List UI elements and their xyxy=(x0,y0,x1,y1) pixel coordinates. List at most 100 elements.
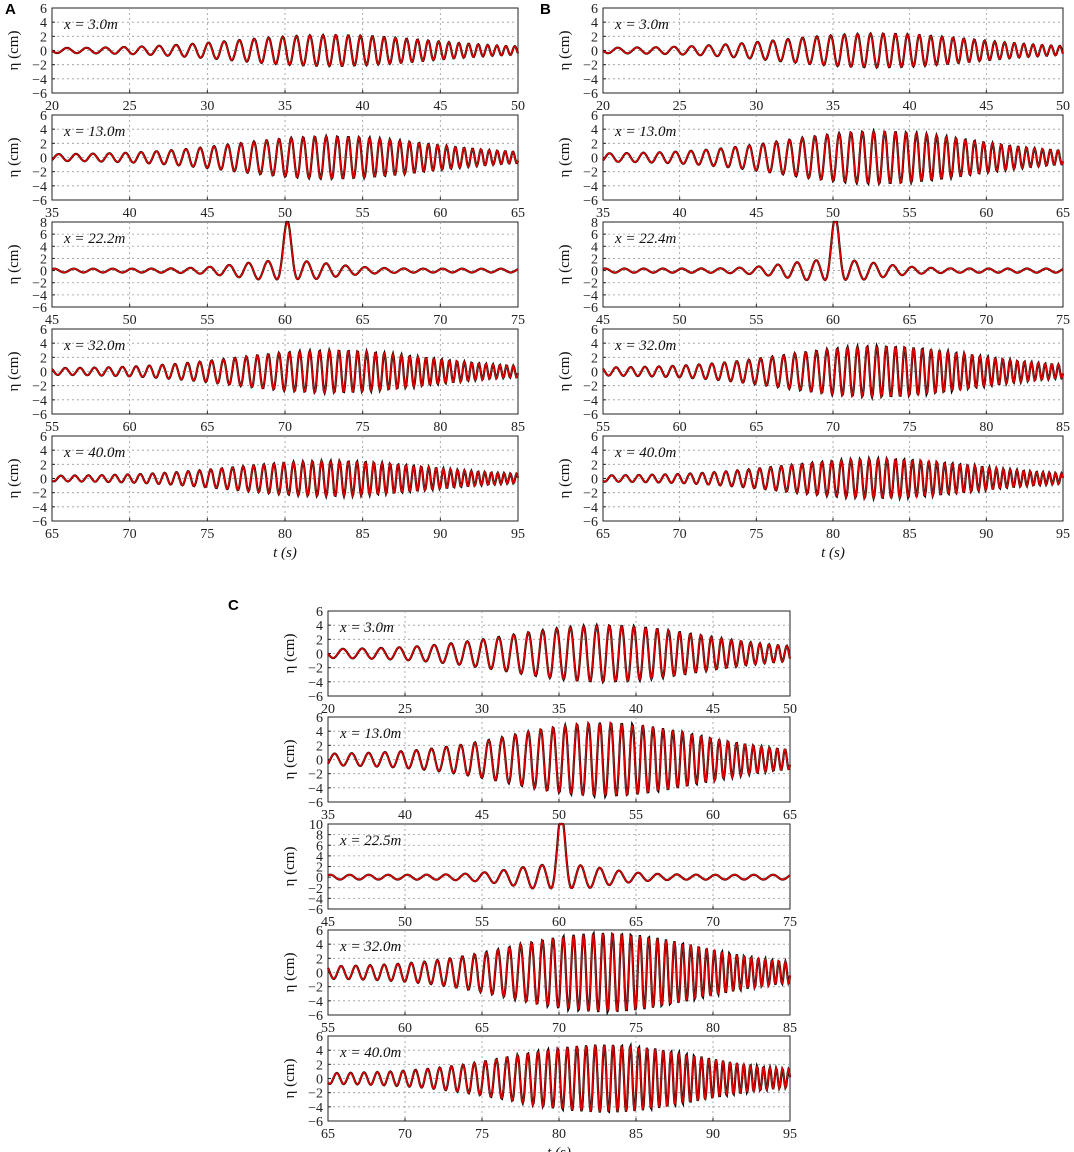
x-tick-label: 30 xyxy=(749,99,763,114)
station-label: x = 32.0m xyxy=(614,338,677,354)
y-tick-label: 2 xyxy=(40,351,47,366)
x-tick-label: 95 xyxy=(511,527,525,542)
x-tick-label: 30 xyxy=(200,99,214,114)
x-tick-label: 90 xyxy=(706,1127,720,1142)
y-tick-label: 2 xyxy=(40,137,47,152)
y-tick-label: 2 xyxy=(316,861,323,876)
x-tick-label: 55 xyxy=(321,1021,335,1036)
y-axis-label: η (cm) xyxy=(557,459,573,499)
y-tick-label: −2 xyxy=(308,662,323,677)
y-tick-label: −6 xyxy=(583,194,598,209)
y-tick-label: −2 xyxy=(583,59,598,74)
y-tick-label: 2 xyxy=(40,252,47,267)
y-tick-label: −4 xyxy=(308,782,323,797)
y-tick-label: 8 xyxy=(40,216,47,231)
x-tick-label: 40 xyxy=(629,702,643,717)
y-tick-label: 0 xyxy=(591,265,598,280)
x-tick-label: 80 xyxy=(979,420,993,435)
series-simulated-line xyxy=(51,220,519,281)
x-tick-label: 60 xyxy=(278,313,292,328)
y-tick-label: 6 xyxy=(316,924,323,939)
x-tick-label: 60 xyxy=(433,206,447,221)
y-tick-label: 6 xyxy=(40,2,47,17)
y-tick-label: 0 xyxy=(40,45,47,60)
y-axis-label: η (cm) xyxy=(6,31,22,71)
y-tick-label: 6 xyxy=(591,228,598,243)
x-tick-label: 85 xyxy=(356,527,370,542)
y-tick-label: −4 xyxy=(32,289,47,304)
y-tick-label: −2 xyxy=(32,277,47,292)
station-label: x = 22.4m xyxy=(614,231,677,247)
y-tick-label: 6 xyxy=(40,430,47,445)
y-tick-label: 6 xyxy=(40,228,47,243)
y-tick-label: 8 xyxy=(316,829,323,844)
x-tick-label: 55 xyxy=(749,313,763,328)
series-simulated-line xyxy=(602,456,1064,501)
y-tick-label: 6 xyxy=(316,711,323,726)
x-tick-label: 60 xyxy=(398,1021,412,1036)
x-tick-label: 75 xyxy=(783,915,797,930)
x-tick-label: 50 xyxy=(1056,99,1070,114)
x-tick-label: 85 xyxy=(903,527,917,542)
x-tick-label: 70 xyxy=(123,527,137,542)
x-tick-label: 70 xyxy=(826,420,840,435)
x-tick-label: 75 xyxy=(200,527,214,542)
x-tick-label: 65 xyxy=(511,206,525,221)
x-tick-label: 75 xyxy=(356,420,370,435)
x-tick-label: 25 xyxy=(398,702,412,717)
x-tick-label: 65 xyxy=(356,313,370,328)
y-tick-label: −4 xyxy=(308,1101,323,1116)
x-tick-label: 30 xyxy=(475,702,489,717)
x-tick-label: 35 xyxy=(596,206,610,221)
y-tick-label: −2 xyxy=(308,768,323,783)
y-tick-label: −2 xyxy=(308,981,323,996)
y-tick-label: 2 xyxy=(40,30,47,45)
x-tick-label: 65 xyxy=(749,420,763,435)
series-simulated-line xyxy=(327,931,791,1013)
y-tick-label: 4 xyxy=(591,444,598,459)
y-tick-label: 6 xyxy=(591,323,598,338)
y-tick-label: 8 xyxy=(591,216,598,231)
y-axis-label: η (cm) xyxy=(557,31,573,71)
x-tick-label: 70 xyxy=(552,1021,566,1036)
station-label: x = 40.0m xyxy=(614,445,677,461)
y-tick-label: 4 xyxy=(40,337,47,352)
x-tick-label: 80 xyxy=(706,1021,720,1036)
y-axis-label: η (cm) xyxy=(282,740,298,780)
series-simulated-line xyxy=(602,32,1064,69)
y-tick-label: 0 xyxy=(316,648,323,663)
y-axis-label: η (cm) xyxy=(557,138,573,178)
series-simulated-line xyxy=(327,623,791,684)
x-tick-label: 55 xyxy=(356,206,370,221)
series-simulated-line xyxy=(327,1045,791,1113)
y-tick-label: −6 xyxy=(32,301,47,316)
y-tick-label: −4 xyxy=(32,394,47,409)
y-tick-label: 4 xyxy=(591,337,598,352)
x-tick-label: 50 xyxy=(783,702,797,717)
x-tick-label: 85 xyxy=(783,1021,797,1036)
y-tick-label: 0 xyxy=(40,265,47,280)
series-simulated-line xyxy=(51,458,519,499)
y-axis-label: η (cm) xyxy=(6,138,22,178)
y-tick-label: −2 xyxy=(583,166,598,181)
x-tick-label: 75 xyxy=(749,527,763,542)
x-tick-label: 65 xyxy=(321,1127,335,1142)
y-tick-label: 4 xyxy=(40,444,47,459)
x-tick-label: 65 xyxy=(475,1021,489,1036)
x-tick-label: 35 xyxy=(278,99,292,114)
x-tick-label: 45 xyxy=(475,808,489,823)
x-tick-label: 55 xyxy=(45,420,59,435)
x-tick-label: 20 xyxy=(321,702,335,717)
y-tick-label: 6 xyxy=(591,2,598,17)
series-simulated-line xyxy=(602,344,1064,399)
y-tick-label: 4 xyxy=(591,240,598,255)
x-tick-label: 70 xyxy=(278,420,292,435)
